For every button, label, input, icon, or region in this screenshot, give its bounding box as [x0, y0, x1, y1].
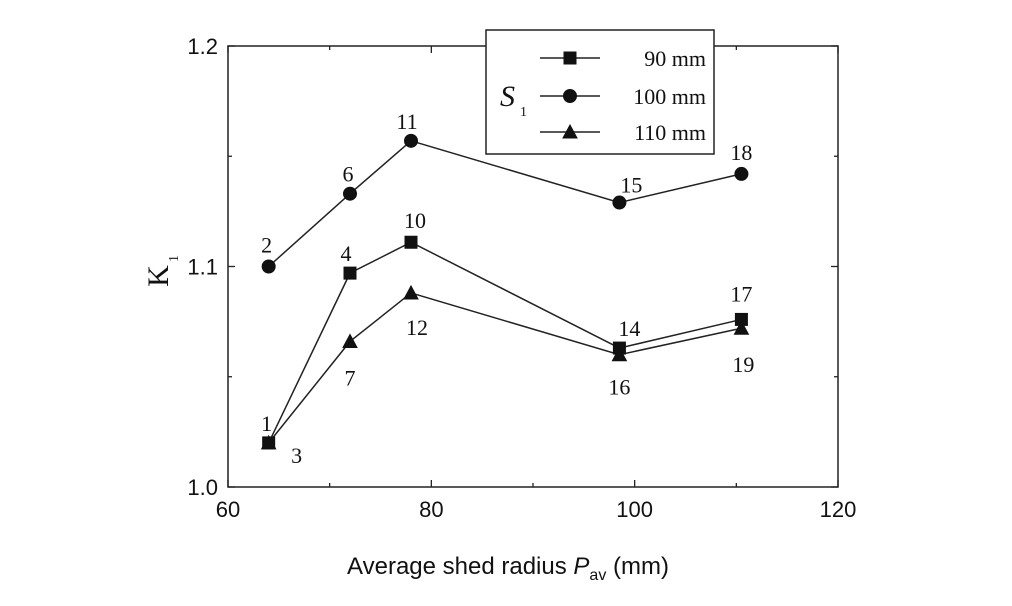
legend-items: 90 mm 100 mm 110 mm: [540, 46, 706, 145]
y-axis-title: K 1: [142, 255, 182, 287]
point-label: 7: [345, 365, 356, 390]
x-tick-label: 80: [419, 497, 443, 522]
x-tick-label: 100: [616, 497, 653, 522]
x-axis-title: Average shed radius Pav (mm): [347, 553, 669, 584]
point-label: 2: [261, 233, 272, 258]
y-tick-label: 1.2: [187, 34, 218, 59]
data-point-triangle: [260, 434, 277, 450]
x-axis-title-suffix: (mm): [606, 553, 669, 580]
data-point-square: [343, 266, 357, 280]
data-point-triangle: [733, 320, 750, 335]
y-axis-title-symbol: K: [142, 265, 175, 287]
point-label: 17: [730, 281, 752, 306]
point-label: 3: [291, 443, 302, 468]
point-label: 4: [341, 241, 352, 266]
point-label: 10: [404, 208, 426, 233]
point-label: 11: [396, 109, 417, 134]
y-axis-title-subscript: 1: [167, 255, 182, 262]
legend: S 1 90 mm 100 mm 110 mm: [485, 29, 715, 155]
data-point-circle: [261, 259, 276, 274]
y-tick-label: 1.1: [187, 255, 218, 280]
x-axis-title-prefix: Average shed radius: [347, 553, 573, 580]
point-label: 12: [406, 315, 428, 340]
series-line-0: [267, 241, 742, 444]
data-point-circle: [343, 186, 357, 201]
legend-marker-circle: [563, 89, 577, 103]
series-line-2: [268, 292, 742, 444]
x-axis-title-subscript: av: [589, 567, 606, 584]
point-label: 15: [620, 173, 642, 198]
x-tick-label: 120: [820, 497, 857, 522]
point-label: 19: [732, 352, 754, 377]
data-point-circle: [404, 133, 418, 148]
legend-label: 90 mm: [644, 46, 706, 71]
legend-marker-triangle: [562, 123, 578, 139]
data-point-circle: [612, 195, 627, 210]
legend-group-subscript: 1: [520, 105, 527, 120]
data-point-circle: [734, 166, 749, 181]
series-lines: [267, 139, 742, 444]
series-markers: [260, 133, 750, 450]
y-tick-label: 1.0: [187, 475, 218, 500]
point-label: 14: [618, 316, 640, 341]
x-tick-label: 60: [216, 497, 240, 522]
point-label: 16: [608, 375, 630, 400]
legend-marker-square: [563, 51, 577, 65]
point-label: 6: [343, 162, 354, 187]
legend-label: 110 mm: [634, 120, 706, 145]
point-label: 18: [730, 140, 752, 165]
data-point-square: [404, 235, 418, 249]
point-label: 1: [261, 411, 272, 436]
legend-box: [485, 29, 715, 155]
data-point-triangle: [403, 284, 419, 300]
data-point-triangle: [611, 346, 628, 362]
x-axis-title-symbol: P: [573, 553, 589, 580]
legend-label: 100 mm: [633, 84, 706, 109]
axis-tick-labels: 60 80 100 120 1.0 1.1 1.2: [187, 34, 856, 522]
legend-group-symbol: S: [500, 80, 515, 113]
data-point-triangle: [342, 333, 358, 348]
